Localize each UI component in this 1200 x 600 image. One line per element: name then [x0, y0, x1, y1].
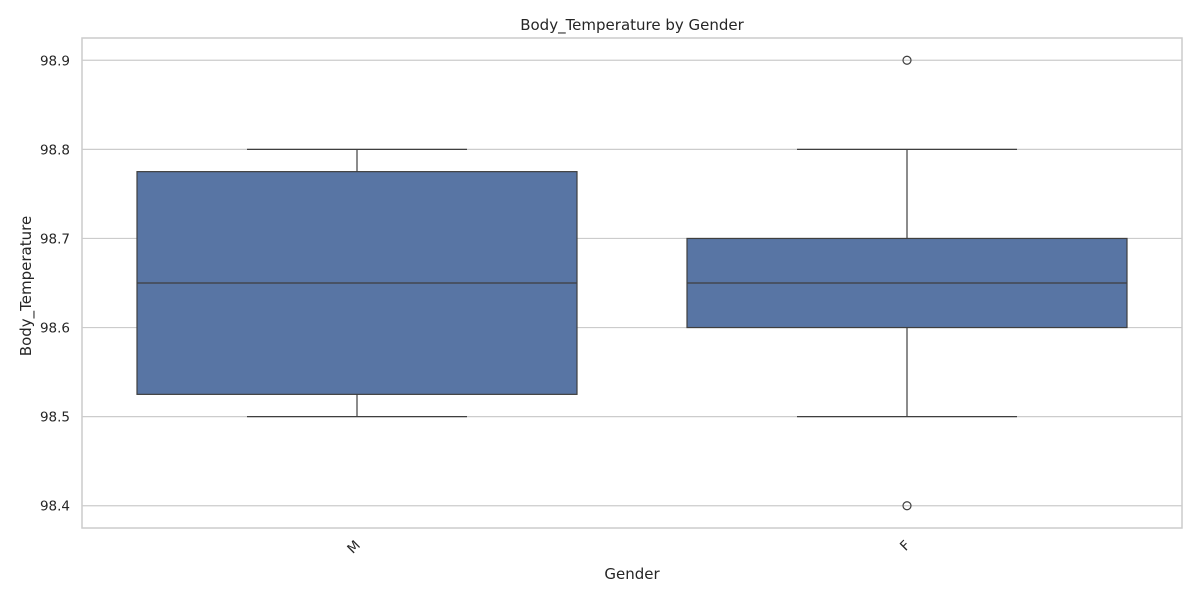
- y-tick-label: 98.7: [40, 231, 70, 247]
- y-axis-label: Body_Temperature: [17, 216, 36, 356]
- y-tick-label: 98.8: [40, 142, 70, 158]
- box-group-M: [136, 148, 578, 418]
- box-group-F: [686, 55, 1128, 511]
- chart-title: Body_Temperature by Gender: [520, 16, 744, 35]
- y-tick-label: 98.6: [40, 321, 70, 337]
- boxes: [136, 55, 1128, 511]
- y-tick-label: 98.5: [40, 410, 70, 426]
- y-tick-labels: 98.4 98.5 98.6 98.7 98.8 98.9: [40, 53, 70, 514]
- outlier-point: [902, 501, 912, 511]
- x-tick-label: M: [344, 538, 364, 558]
- y-tick-label: 98.4: [40, 499, 70, 515]
- x-tick-label: F: [897, 538, 914, 555]
- outlier-point: [902, 55, 912, 65]
- y-tick-label: 98.9: [40, 53, 70, 69]
- x-axis-label: Gender: [604, 565, 660, 583]
- plot-frame: [81, 37, 1183, 529]
